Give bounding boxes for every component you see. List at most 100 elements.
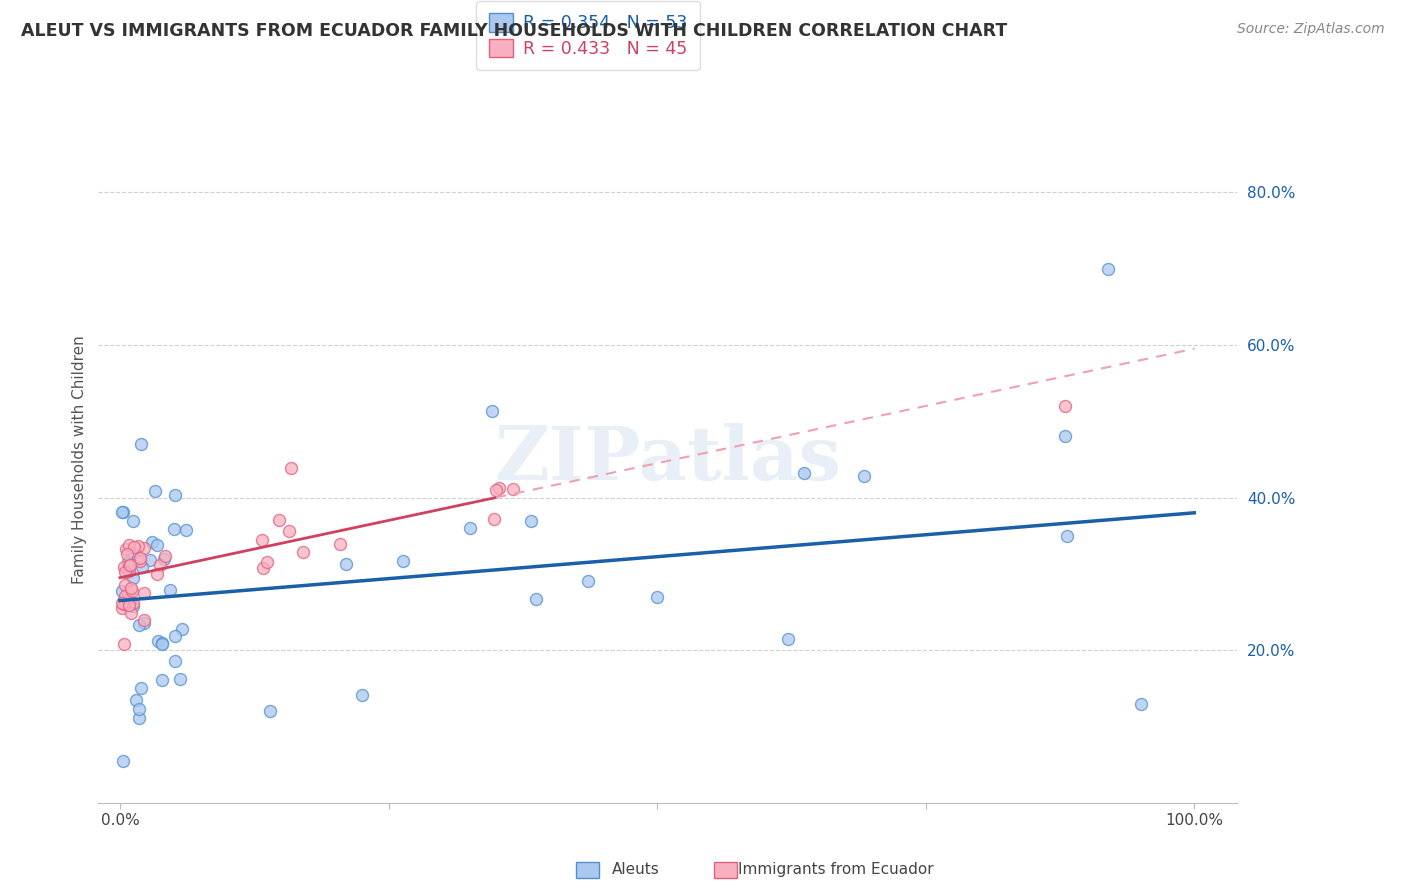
Point bbox=[121, 583, 143, 598]
Point bbox=[132, 613, 155, 627]
Point bbox=[259, 704, 281, 718]
Point bbox=[125, 552, 148, 566]
Point bbox=[122, 596, 145, 610]
Point bbox=[392, 554, 415, 568]
Point bbox=[115, 542, 138, 557]
Point bbox=[292, 545, 315, 559]
Point bbox=[111, 596, 134, 610]
Text: Immigrants from Ecuador: Immigrants from Ecuador bbox=[738, 863, 934, 877]
Point bbox=[250, 533, 273, 548]
Point bbox=[169, 672, 191, 686]
Point bbox=[120, 606, 142, 620]
Text: ZIPatlas: ZIPatlas bbox=[495, 423, 841, 496]
Point bbox=[129, 681, 152, 695]
Point bbox=[118, 559, 141, 574]
Point bbox=[519, 514, 541, 528]
Point bbox=[129, 554, 152, 568]
Point bbox=[1054, 399, 1077, 413]
Point bbox=[252, 561, 274, 575]
Point bbox=[1056, 529, 1078, 543]
Point bbox=[128, 618, 150, 632]
Point bbox=[256, 555, 278, 569]
Point bbox=[115, 547, 138, 561]
Point bbox=[111, 584, 134, 599]
Point bbox=[146, 567, 169, 582]
Point bbox=[134, 616, 156, 631]
Point bbox=[114, 589, 136, 603]
Point bbox=[121, 514, 143, 528]
Point bbox=[131, 437, 153, 451]
Point bbox=[122, 599, 145, 613]
Text: Aleuts: Aleuts bbox=[612, 863, 659, 877]
Point bbox=[115, 592, 138, 607]
Text: Source: ZipAtlas.com: Source: ZipAtlas.com bbox=[1237, 22, 1385, 37]
Point bbox=[125, 692, 148, 706]
Point bbox=[112, 597, 135, 611]
Point bbox=[117, 585, 139, 599]
Point bbox=[127, 539, 149, 553]
Point bbox=[1097, 261, 1119, 276]
Point bbox=[122, 571, 145, 585]
Point bbox=[132, 586, 155, 600]
Point bbox=[1054, 429, 1077, 443]
Point bbox=[121, 581, 143, 595]
Point bbox=[117, 555, 139, 569]
Point bbox=[481, 404, 503, 418]
Point bbox=[139, 553, 162, 567]
Point bbox=[335, 558, 357, 572]
Point bbox=[141, 534, 163, 549]
Text: ALEUT VS IMMIGRANTS FROM ECUADOR FAMILY HOUSEHOLDS WITH CHILDREN CORRELATION CHA: ALEUT VS IMMIGRANTS FROM ECUADOR FAMILY … bbox=[21, 22, 1007, 40]
Point bbox=[150, 673, 173, 687]
Point bbox=[277, 524, 299, 538]
Point bbox=[460, 521, 482, 535]
Point bbox=[524, 591, 547, 606]
Point bbox=[174, 523, 197, 537]
Point bbox=[146, 634, 169, 648]
Point bbox=[146, 538, 169, 552]
Point bbox=[149, 558, 172, 572]
Point bbox=[329, 536, 352, 550]
Point bbox=[350, 688, 373, 702]
Point bbox=[502, 482, 524, 496]
Point bbox=[118, 538, 141, 552]
Point bbox=[853, 469, 876, 483]
Point bbox=[152, 551, 174, 566]
Point bbox=[153, 549, 176, 563]
Point bbox=[488, 482, 510, 496]
Point bbox=[112, 637, 135, 651]
Point bbox=[143, 484, 166, 499]
Point bbox=[111, 601, 134, 615]
Point bbox=[280, 461, 302, 475]
Point bbox=[121, 546, 143, 560]
Point bbox=[482, 512, 505, 526]
Point bbox=[111, 505, 134, 519]
Point bbox=[576, 574, 599, 589]
Point bbox=[163, 629, 186, 643]
Point bbox=[159, 582, 181, 597]
Point bbox=[114, 566, 136, 580]
Point bbox=[267, 513, 290, 527]
Point bbox=[131, 559, 153, 574]
Point bbox=[165, 488, 187, 502]
Point bbox=[118, 595, 141, 609]
Point bbox=[122, 540, 145, 554]
Point bbox=[128, 710, 150, 724]
Point bbox=[645, 590, 668, 604]
Point bbox=[112, 754, 135, 768]
Point bbox=[111, 505, 134, 519]
Point bbox=[485, 483, 508, 497]
Point bbox=[118, 558, 141, 572]
Point bbox=[165, 654, 187, 668]
Point bbox=[114, 577, 136, 591]
Point bbox=[150, 636, 173, 650]
Point bbox=[118, 564, 141, 578]
Y-axis label: Family Households with Children: Family Households with Children bbox=[72, 335, 87, 583]
Point bbox=[132, 541, 155, 555]
Point bbox=[128, 702, 150, 716]
Point bbox=[172, 622, 194, 636]
Point bbox=[112, 593, 135, 607]
Legend: R = 0.354   N = 53, R = 0.433   N = 45: R = 0.354 N = 53, R = 0.433 N = 45 bbox=[477, 1, 700, 70]
Point bbox=[112, 560, 135, 574]
Point bbox=[793, 466, 815, 480]
Point bbox=[152, 637, 174, 651]
